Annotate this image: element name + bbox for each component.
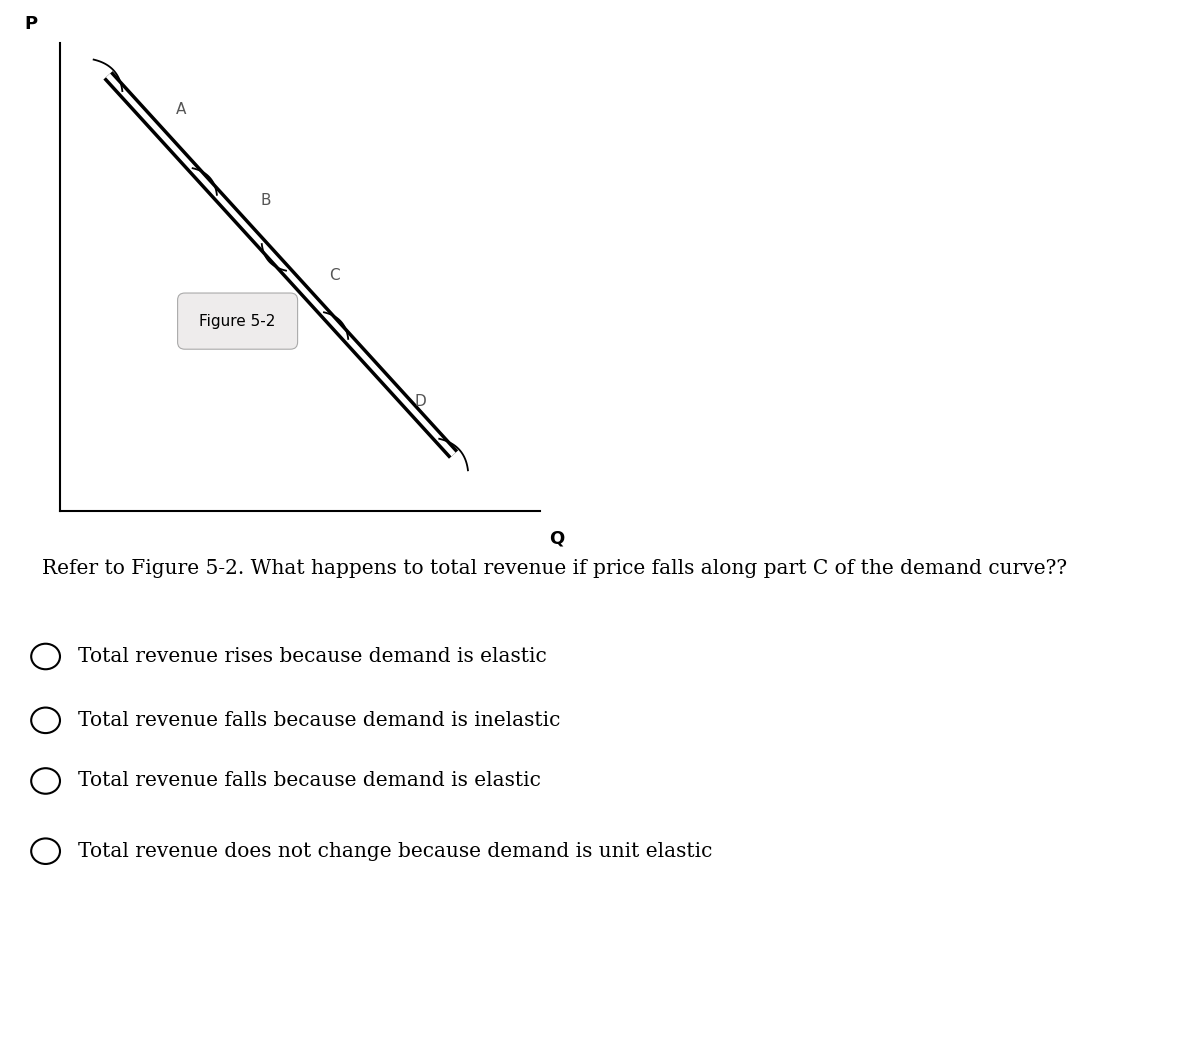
Text: Total revenue falls because demand is inelastic: Total revenue falls because demand is in… — [78, 711, 560, 730]
Text: Total revenue rises because demand is elastic: Total revenue rises because demand is el… — [78, 647, 547, 666]
Text: C: C — [329, 267, 340, 283]
Text: Figure 5-2: Figure 5-2 — [199, 314, 276, 329]
Text: A: A — [175, 102, 186, 117]
FancyBboxPatch shape — [178, 293, 298, 349]
Text: Total revenue falls because demand is elastic: Total revenue falls because demand is el… — [78, 771, 541, 791]
Text: Total revenue does not change because demand is unit elastic: Total revenue does not change because de… — [78, 842, 713, 861]
Text: Refer to Figure 5-2. What happens to total revenue if price falls along part C o: Refer to Figure 5-2. What happens to tot… — [42, 559, 1067, 578]
Text: B: B — [260, 194, 271, 209]
Text: D: D — [414, 395, 426, 410]
Text: P: P — [25, 15, 37, 33]
Text: Q: Q — [550, 530, 565, 548]
